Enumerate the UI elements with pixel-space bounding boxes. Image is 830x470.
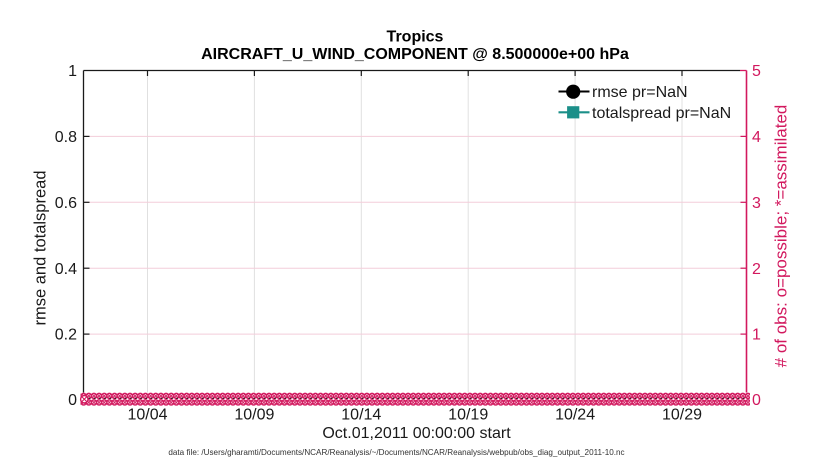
- svg-text:Tropics: Tropics: [387, 29, 444, 46]
- svg-text:0: 0: [752, 392, 761, 409]
- svg-text:1: 1: [752, 327, 761, 344]
- svg-text:10/24: 10/24: [555, 407, 595, 424]
- svg-text:0.6: 0.6: [55, 195, 77, 212]
- svg-text:5: 5: [752, 63, 761, 80]
- svg-text:3: 3: [752, 195, 761, 212]
- svg-text:2: 2: [752, 261, 761, 278]
- svg-text:0: 0: [68, 392, 77, 409]
- svg-text:1: 1: [68, 63, 77, 80]
- svg-text:0.2: 0.2: [55, 327, 77, 344]
- svg-text:10/19: 10/19: [448, 407, 488, 424]
- svg-text:Oct.01,2011 00:00:00 start: Oct.01,2011 00:00:00 start: [322, 425, 511, 442]
- svg-text:AIRCRAFT_U_WIND_COMPONENT @ 8.: AIRCRAFT_U_WIND_COMPONENT @ 8.500000e+00…: [201, 46, 629, 63]
- svg-text:rmse pr=NaN: rmse pr=NaN: [592, 84, 688, 101]
- svg-text:10/29: 10/29: [662, 407, 702, 424]
- svg-text:10/04: 10/04: [127, 407, 167, 424]
- svg-text:4: 4: [752, 129, 761, 146]
- svg-text:0.8: 0.8: [55, 129, 77, 146]
- svg-text:totalspread pr=NaN: totalspread pr=NaN: [592, 105, 731, 122]
- svg-text:0.4: 0.4: [55, 261, 77, 278]
- svg-text:rmse and totalspread: rmse and totalspread: [32, 170, 50, 325]
- svg-text:10/09: 10/09: [234, 407, 274, 424]
- svg-text:# of obs: o=possible; *=assimi: # of obs: o=possible; *=assimilated: [772, 105, 791, 368]
- svg-text:data file: /Users/gharamti/Doc: data file: /Users/gharamti/Documents/NCA…: [168, 448, 624, 457]
- svg-text:10/14: 10/14: [341, 407, 381, 424]
